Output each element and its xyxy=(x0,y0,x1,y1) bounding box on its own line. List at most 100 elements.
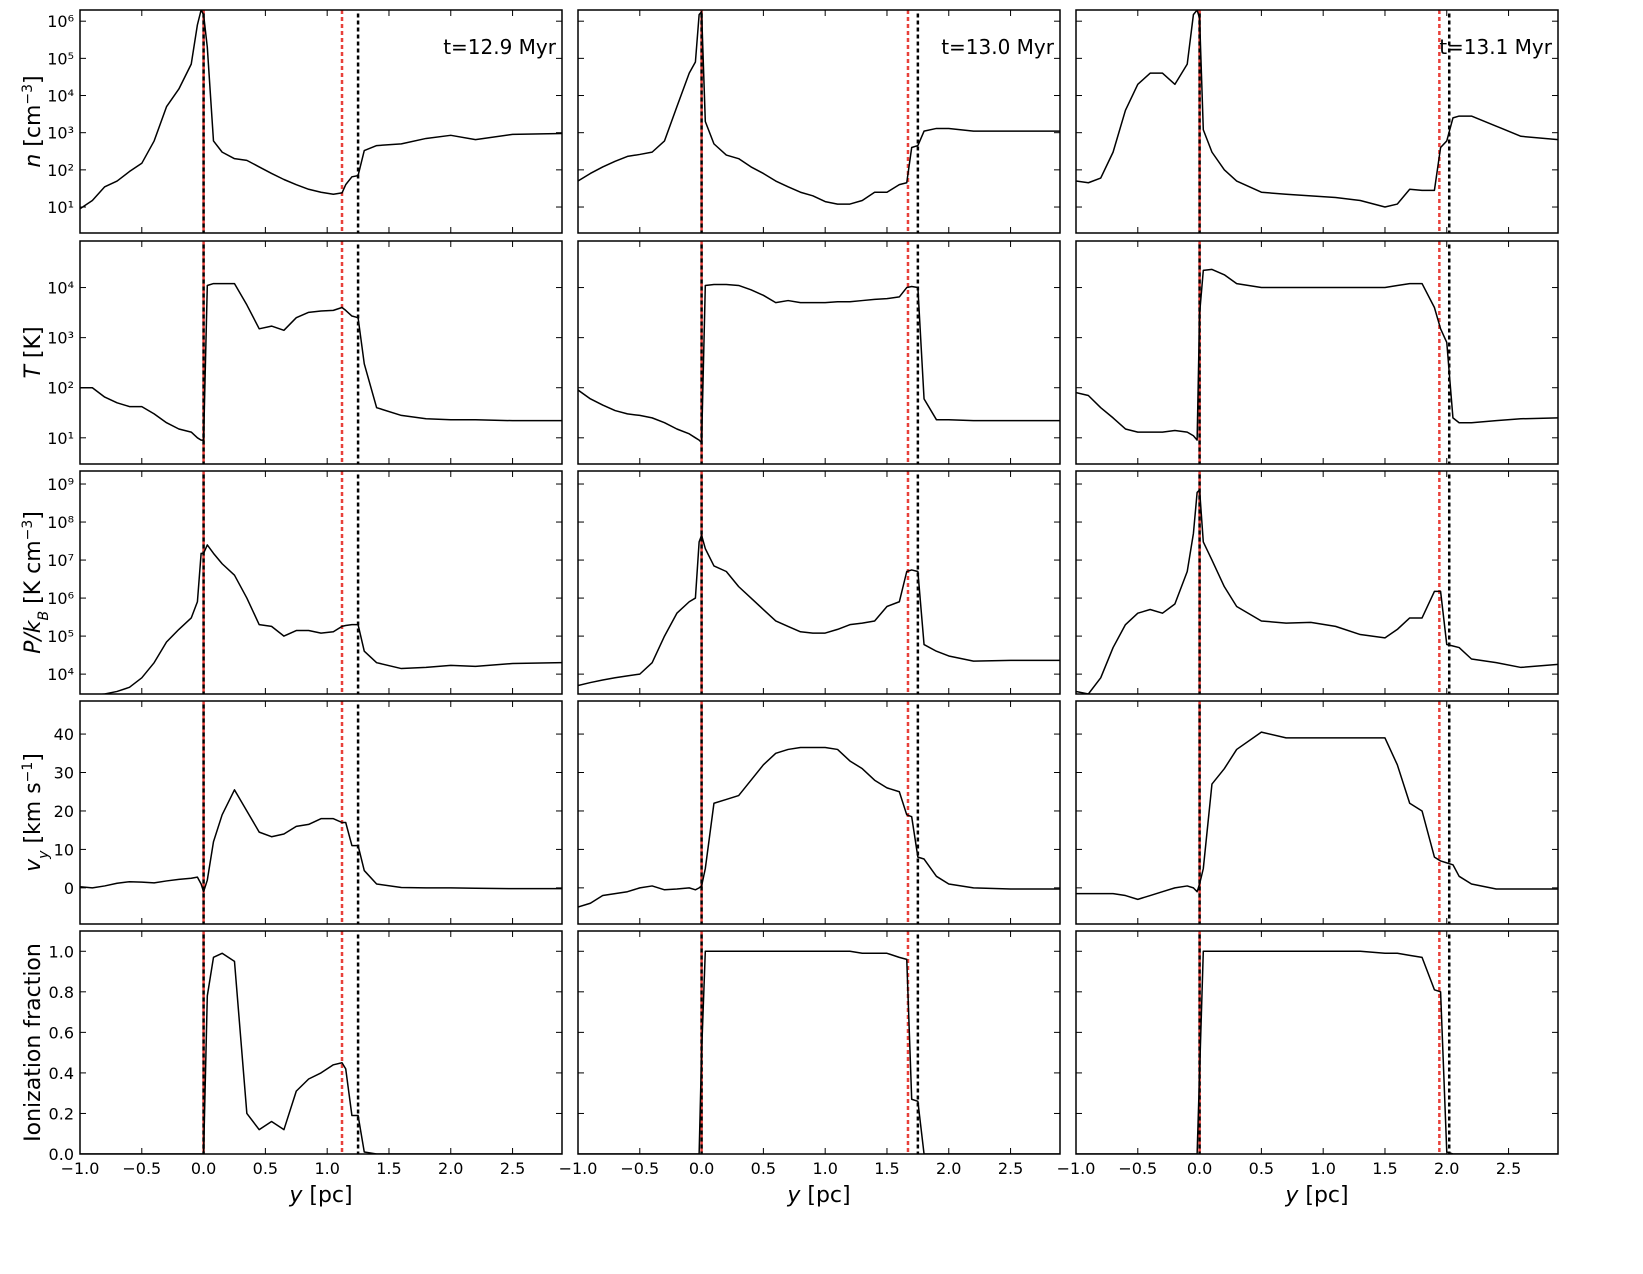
y-tick-label: 0.4 xyxy=(49,1064,74,1083)
data-line xyxy=(1076,950,1558,1154)
x-tick-label: 0.0 xyxy=(689,1159,714,1178)
y-tick-label: 10 xyxy=(54,840,74,859)
panel-frame xyxy=(1075,9,1559,234)
y-tick-label: 10² xyxy=(47,379,74,398)
axis-label-part: −3 xyxy=(20,84,36,105)
data-line xyxy=(1076,489,1558,694)
axis-label-part: ] xyxy=(21,753,46,762)
y-tick-label: 0 xyxy=(64,879,74,898)
x-tick-label: 0.0 xyxy=(1187,1159,1212,1178)
y-tick-label: 0.0 xyxy=(49,1145,74,1164)
time-annotation: t=13.0 Myr xyxy=(941,35,1055,59)
axis-label-part: [km s xyxy=(21,782,46,850)
x-tick-label: −0.5 xyxy=(620,1159,659,1178)
axis-label-part: y xyxy=(36,850,52,860)
axis-label-part: T xyxy=(21,364,46,379)
axis-label-part: P/k xyxy=(21,619,46,654)
axis-label-part: −1 xyxy=(20,762,36,783)
data-line xyxy=(1076,10,1558,208)
axis-label-part: [pc] xyxy=(302,1183,352,1208)
panel: t=13.0 Myr xyxy=(577,9,1061,234)
y-tick-label: 10⁷ xyxy=(47,551,74,570)
panel-frame xyxy=(79,240,563,465)
axis-label-part: [pc] xyxy=(1298,1183,1348,1208)
x-tick-label: 2.5 xyxy=(998,1159,1023,1178)
data-line xyxy=(578,283,1060,444)
x-tick-label: −1.0 xyxy=(559,1159,598,1178)
y-tick-label: 10¹ xyxy=(47,429,74,448)
y-tick-label: 0.8 xyxy=(49,983,74,1002)
data-line xyxy=(1076,268,1558,441)
axis-label-part: Ionization fraction xyxy=(21,943,46,1142)
y-tick-label: 10³ xyxy=(47,124,74,143)
y-tick-label: 10⁴ xyxy=(47,665,74,684)
y-tick-label: 0.6 xyxy=(49,1023,74,1042)
x-tick-label: 2.0 xyxy=(1434,1159,1459,1178)
x-tick-label: 1.0 xyxy=(812,1159,837,1178)
panel xyxy=(1075,700,1559,925)
panel-frame xyxy=(1075,240,1559,465)
axis-label-part: [K cm xyxy=(21,540,46,611)
y-tick-label: 10² xyxy=(47,161,74,180)
x-tick-label: 0.5 xyxy=(751,1159,776,1178)
y-tick-label: 10⁸ xyxy=(47,513,74,532)
panel-frame xyxy=(1075,700,1559,925)
panel: 10¹ 10² 10³ 10⁴ 10⁵ 10⁶ t=12.9 Myr xyxy=(47,9,563,234)
x-tick-label: 2.5 xyxy=(500,1159,525,1178)
x-tick-label: 0.0 xyxy=(191,1159,216,1178)
data-line xyxy=(578,950,1060,1154)
x-tick-label: 1.5 xyxy=(376,1159,401,1178)
data-line xyxy=(80,282,562,441)
axis-label-part: y xyxy=(1284,1183,1299,1208)
panel xyxy=(1075,240,1559,465)
x-tick-label: 1.5 xyxy=(874,1159,899,1178)
y-tick-label: 20 xyxy=(54,802,74,821)
axis-label-part: −3 xyxy=(20,520,36,541)
y-tick-label: 10⁶ xyxy=(47,589,74,608)
axis-label-part: ] xyxy=(21,511,46,520)
panel-frame xyxy=(79,470,563,695)
x-tick-label: 2.5 xyxy=(1496,1159,1521,1178)
axis-label-part: v xyxy=(21,858,46,872)
panel-frame xyxy=(577,240,1061,465)
x-tick-label: 2.0 xyxy=(936,1159,961,1178)
axis-label: T [K] xyxy=(21,326,46,378)
panel-frame xyxy=(79,9,563,234)
panel-frame xyxy=(1075,930,1559,1155)
x-tick-label: 1.5 xyxy=(1372,1159,1397,1178)
data-line xyxy=(578,534,1060,687)
y-tick-label: 10¹ xyxy=(47,198,74,217)
panel: 0.0 0.2 0.4 0.6 0.8 1.0 −1.0 −0.5 0.0 0.5 1.0 1.5 2.… xyxy=(49,930,563,1178)
x-tick-label: −0.5 xyxy=(122,1159,161,1178)
panel-frame xyxy=(577,700,1061,925)
data-line xyxy=(80,10,562,210)
panel xyxy=(1075,470,1559,695)
y-tick-label: 10⁹ xyxy=(47,475,74,494)
axis-label-part: B xyxy=(36,611,52,621)
axis-label-part: ] xyxy=(21,75,46,84)
panel: −1.0 −0.5 0.0 0.5 1.0 1.5 2.0 2.5 xyxy=(559,930,1061,1178)
x-tick-label: −1.0 xyxy=(61,1159,100,1178)
y-tick-label: 10⁵ xyxy=(47,627,74,646)
data-line xyxy=(578,746,1060,908)
y-tick-label: 40 xyxy=(54,725,74,744)
y-tick-label: 0.2 xyxy=(49,1104,74,1123)
panel: 10⁴ 10⁵ 10⁶ 10⁷ 10⁸ 10⁹ xyxy=(47,470,563,695)
panel xyxy=(577,700,1061,925)
y-tick-label: 10⁶ xyxy=(47,12,74,31)
x-tick-label: 2.0 xyxy=(438,1159,463,1178)
panel: t=13.1 Myr xyxy=(1075,9,1559,234)
axis-label-part: y xyxy=(786,1183,801,1208)
data-line xyxy=(80,789,562,893)
panel xyxy=(577,240,1061,465)
y-tick-label: 1.0 xyxy=(49,942,74,961)
axis-label-part: [pc] xyxy=(800,1183,850,1208)
axis-label: n [cm−3] xyxy=(20,75,46,167)
y-tick-label: 10⁵ xyxy=(47,49,74,68)
x-tick-label: 0.5 xyxy=(1249,1159,1274,1178)
axis-label: P/kB [K cm−3] xyxy=(20,511,52,654)
axis-label-part: n xyxy=(21,154,46,168)
